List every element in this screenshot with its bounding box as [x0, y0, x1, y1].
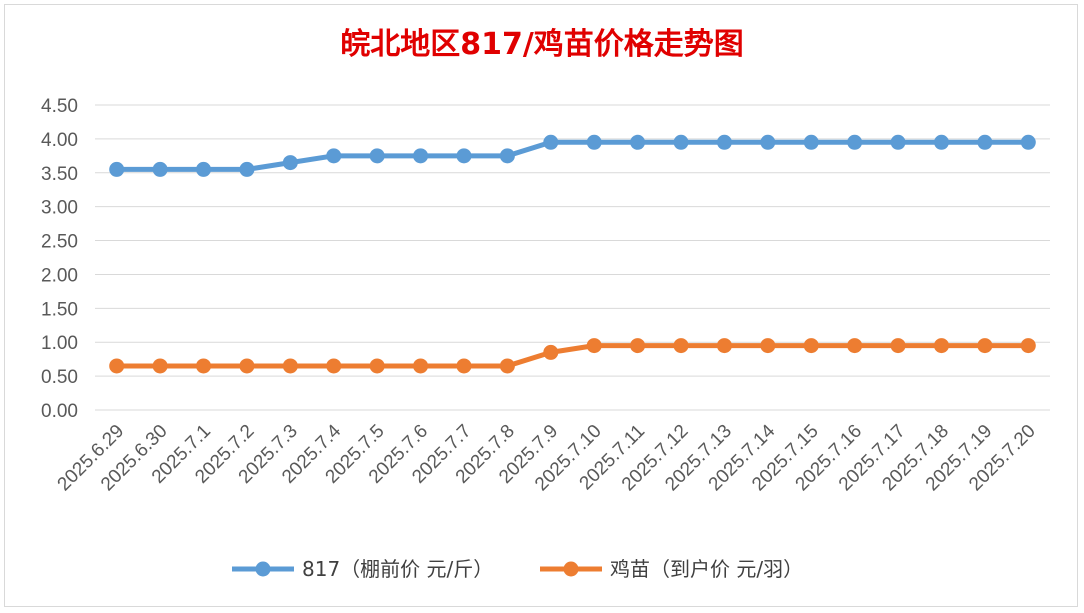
data-point	[1020, 134, 1036, 150]
data-point	[543, 134, 559, 150]
y-tick-label: 4.00	[41, 130, 78, 151]
data-point	[803, 134, 819, 150]
data-point	[890, 338, 906, 354]
data-point	[413, 148, 429, 164]
data-point	[890, 134, 906, 150]
data-point	[760, 338, 776, 354]
series-1	[109, 134, 1036, 177]
data-point	[977, 134, 993, 150]
data-point	[499, 148, 515, 164]
data-point	[369, 148, 385, 164]
data-point	[1020, 338, 1036, 354]
gridlines	[95, 104, 1050, 411]
series-line	[114, 139, 1031, 172]
data-point	[586, 338, 602, 354]
y-tick-label: 3.50	[41, 164, 78, 185]
data-point	[109, 358, 125, 374]
data-point	[239, 358, 255, 374]
data-point	[977, 338, 993, 354]
data-point	[716, 338, 732, 354]
data-point	[282, 358, 298, 374]
data-point	[239, 161, 255, 177]
x-axis-ticks: 2025.6.292025.6.302025.7.12025.7.22025.7…	[54, 420, 1040, 495]
y-tick-label: 0.00	[41, 401, 78, 422]
data-point	[109, 161, 125, 177]
y-axis-ticks: 0.00 0.50 1.00 1.50 2.00 2.50 3.00 3.50 4.00 4.50	[41, 96, 78, 422]
data-point	[847, 134, 863, 150]
legend-label: 817（棚前价 元/斤）	[302, 557, 493, 581]
y-tick-label: 2.50	[41, 232, 78, 253]
y-tick-label: 3.00	[41, 198, 78, 219]
data-point	[326, 358, 342, 374]
data-point	[847, 338, 863, 354]
legend-item: 鸡苗（到户价 元/羽）	[540, 557, 803, 581]
data-point	[152, 161, 168, 177]
y-tick-label: 2.00	[41, 265, 78, 286]
data-point	[196, 358, 212, 374]
series-lines	[109, 134, 1036, 374]
data-point	[196, 161, 212, 177]
y-tick-label: 4.50	[41, 96, 78, 117]
data-point	[760, 134, 776, 150]
data-point	[673, 134, 689, 150]
data-point	[499, 358, 515, 374]
data-point	[630, 134, 646, 150]
data-point	[933, 338, 949, 354]
data-point	[586, 134, 602, 150]
data-point	[369, 358, 385, 374]
y-tick-label: 0.50	[41, 367, 78, 388]
data-point	[413, 358, 429, 374]
data-point	[716, 134, 732, 150]
legend: 817（棚前价 元/斤） 鸡苗（到户价 元/羽）	[232, 557, 803, 581]
data-point	[282, 155, 298, 171]
legend-marker	[255, 561, 271, 577]
data-point	[630, 338, 646, 354]
data-point	[456, 148, 472, 164]
data-point	[933, 134, 949, 150]
y-tick-label: 1.00	[41, 333, 78, 354]
data-point	[803, 338, 819, 354]
data-point	[326, 148, 342, 164]
legend-item: 817（棚前价 元/斤）	[232, 557, 493, 581]
data-point	[456, 358, 472, 374]
legend-marker	[563, 561, 579, 577]
y-tick-label: 1.50	[41, 299, 78, 320]
data-point	[543, 344, 559, 360]
chart-title: 皖北地区817/鸡苗价格走势图	[340, 27, 744, 62]
legend-label: 鸡苗（到户价 元/羽）	[610, 557, 803, 581]
series-2	[109, 338, 1036, 374]
data-point	[673, 338, 689, 354]
data-point	[152, 358, 168, 374]
series-line	[114, 343, 1031, 369]
